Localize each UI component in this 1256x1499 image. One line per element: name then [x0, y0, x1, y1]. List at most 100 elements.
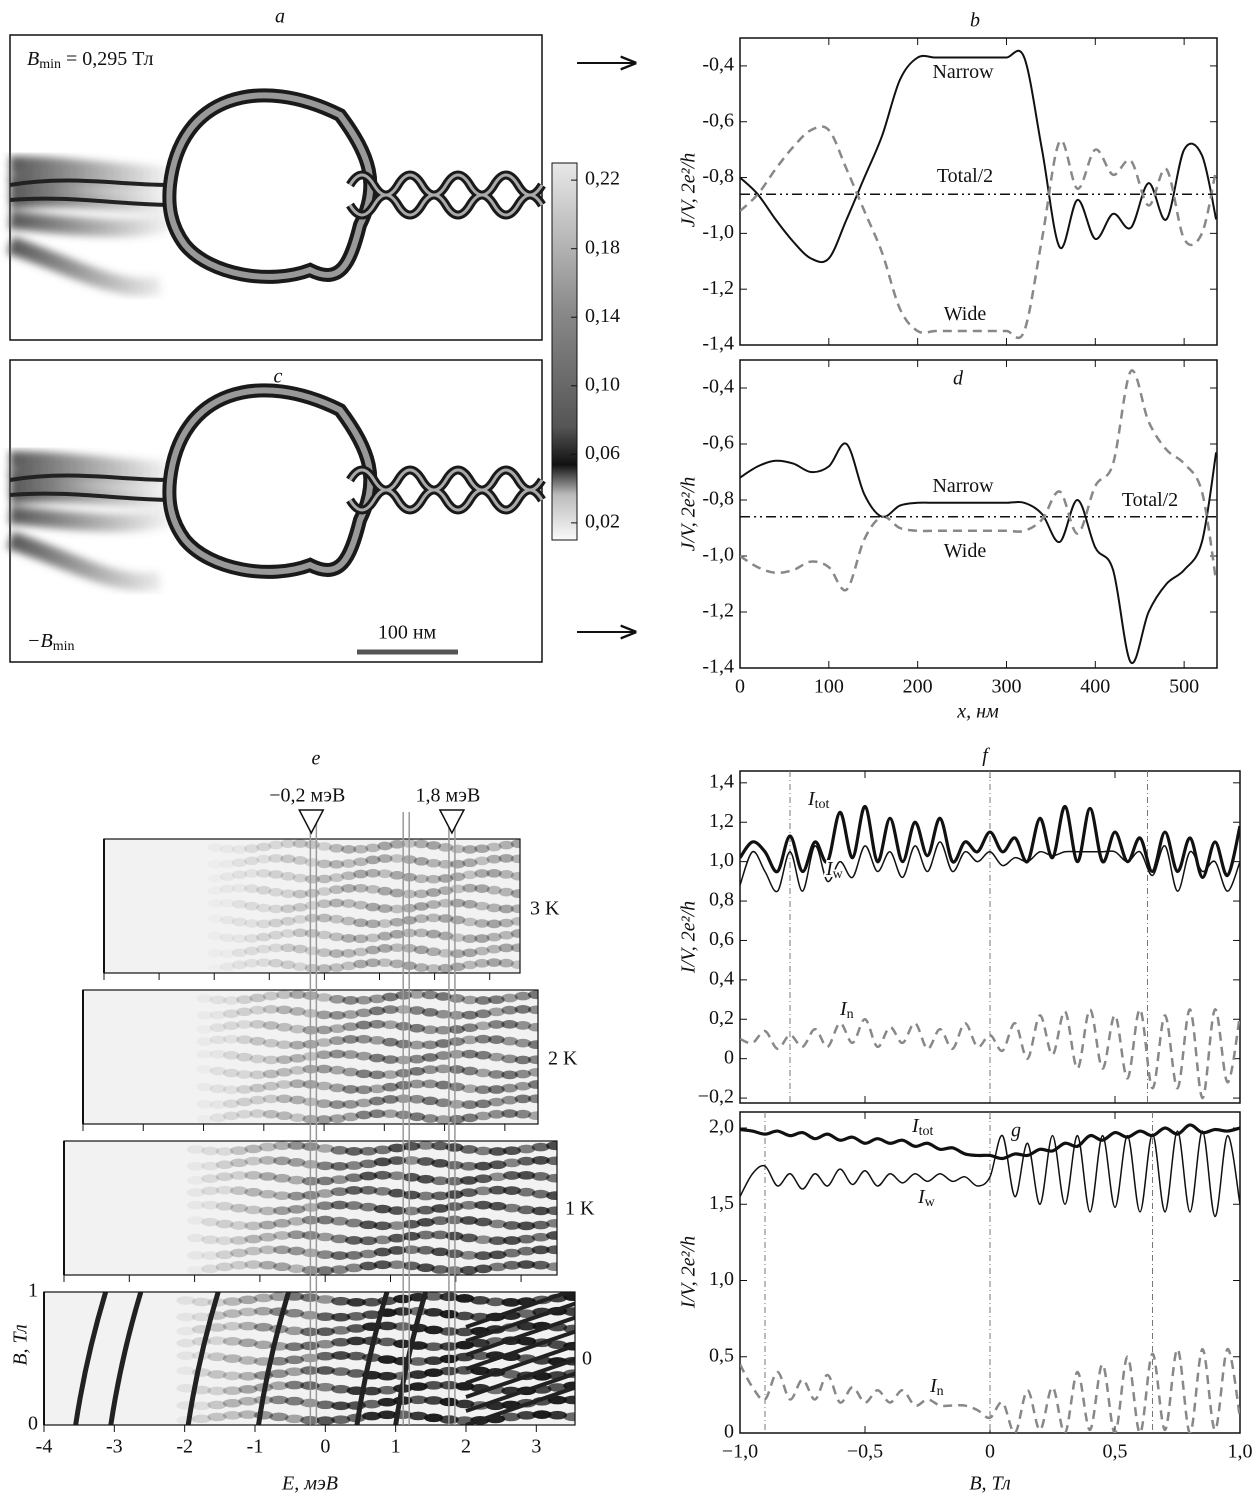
colorbar-tick-label: 0,06 [585, 442, 620, 464]
strip-label: 1 K [565, 1198, 595, 1220]
series-label: Narrow [932, 61, 994, 83]
texture [450, 844, 466, 854]
texture [201, 1174, 220, 1183]
texture [488, 1172, 507, 1182]
texture [416, 1205, 435, 1215]
heatmap [83, 990, 538, 1124]
texture [329, 1049, 346, 1059]
texture [408, 1382, 428, 1391]
texture [222, 1354, 243, 1363]
texture [230, 1186, 248, 1196]
annotation-part: min [39, 57, 61, 72]
texture [280, 960, 296, 970]
texture [435, 1039, 452, 1048]
texture [377, 854, 393, 863]
texture [256, 854, 272, 864]
texture [329, 1036, 346, 1045]
texture [209, 1084, 227, 1094]
texture [377, 1321, 397, 1331]
texture [315, 993, 333, 1002]
texture [355, 1069, 373, 1079]
texture [273, 1245, 292, 1255]
y-axis-label: B, Тл [10, 1324, 32, 1366]
texture [502, 1221, 521, 1230]
y-tick-label: -0,8 [702, 165, 734, 187]
texture [382, 1005, 399, 1014]
texture [462, 934, 478, 944]
texture [341, 871, 357, 881]
texture [258, 1245, 277, 1255]
texture [377, 1397, 397, 1407]
texture [244, 1246, 263, 1256]
texture [355, 1051, 373, 1061]
texture [344, 1263, 363, 1273]
texture [498, 853, 514, 863]
texture [262, 1094, 280, 1104]
series-line [740, 49, 1217, 264]
texture [531, 1206, 550, 1216]
texture [465, 1343, 575, 1385]
texture [201, 1251, 220, 1260]
texture [215, 1185, 234, 1195]
texture [546, 1206, 557, 1216]
texture [413, 963, 429, 972]
texture [236, 1035, 253, 1045]
texture [423, 1413, 444, 1423]
strip-label: 2 K [548, 1048, 578, 1070]
texture [230, 1221, 248, 1230]
texture [465, 1385, 575, 1425]
x-tick-label: 2 [461, 1436, 471, 1458]
texture [365, 945, 381, 955]
texture [236, 1085, 253, 1094]
texture [408, 1395, 428, 1405]
texture [486, 958, 502, 967]
texture [486, 854, 502, 864]
texture [474, 1217, 493, 1227]
texture [292, 902, 308, 912]
texture [531, 1220, 550, 1230]
texture [238, 1385, 258, 1394]
texture [256, 868, 272, 878]
texture [389, 904, 405, 914]
texture [209, 1010, 227, 1020]
texture [421, 1065, 439, 1074]
texture [461, 1010, 479, 1020]
texture [501, 1054, 518, 1064]
texture [459, 1250, 478, 1260]
texture [315, 1295, 335, 1304]
texture [215, 1219, 234, 1229]
texture [222, 1085, 240, 1095]
texture [448, 1037, 465, 1046]
texture [377, 944, 393, 953]
texture [461, 995, 479, 1005]
series-label: Itot [807, 788, 830, 813]
texture [459, 1233, 478, 1243]
texture [342, 1099, 359, 1109]
texture [402, 1261, 421, 1271]
texture [346, 1369, 366, 1378]
texture [344, 1185, 363, 1195]
texture [377, 1337, 397, 1347]
x-tick-label: -3 [106, 1436, 123, 1458]
texture [527, 1080, 538, 1089]
x-tick-label: −1,0 [722, 1441, 758, 1463]
texture [488, 1109, 505, 1119]
texture [402, 1231, 421, 1241]
texture [231, 883, 248, 893]
texture [510, 929, 520, 938]
texture [236, 1070, 253, 1079]
texture [222, 1021, 240, 1031]
texture [514, 1081, 532, 1091]
texture [470, 1366, 490, 1376]
texture [368, 1035, 386, 1045]
texture [448, 1049, 465, 1059]
texture [413, 902, 429, 911]
x-tick-label: 100 [814, 676, 844, 698]
series-line [740, 804, 1240, 879]
texture [373, 1221, 392, 1231]
texture [238, 1371, 258, 1381]
texture [425, 964, 442, 973]
texture [201, 1217, 220, 1227]
texture [344, 1147, 363, 1156]
annotation-part: −B [27, 630, 53, 652]
